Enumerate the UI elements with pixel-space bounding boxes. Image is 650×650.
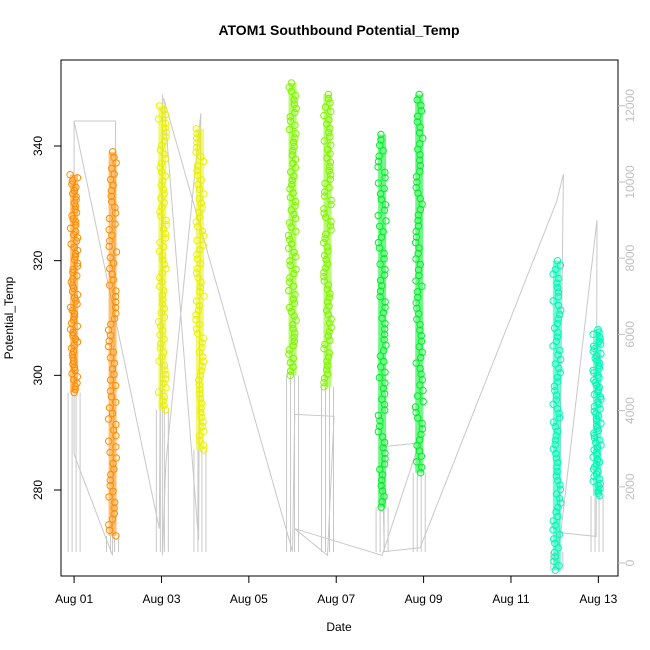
y-axis-label: Potential_Temp (2, 276, 16, 359)
data-cluster (288, 82, 297, 376)
secondary-y-axis: 0 2000 4000 6000 8000 10000 12000 (618, 89, 637, 566)
series-2 (154, 102, 208, 454)
data-cluster (108, 151, 117, 536)
data-cluster (415, 94, 424, 473)
y-tick-label: 280 (31, 480, 45, 500)
x-tick-label: Aug 05 (230, 592, 268, 606)
x-tick-label: Aug 07 (317, 592, 355, 606)
series-5 (549, 257, 605, 574)
y2-tick-label: 12000 (623, 89, 637, 123)
plot-frame (60, 59, 619, 577)
series-1 (66, 148, 121, 540)
y-tick-label: 320 (31, 250, 45, 270)
secondary-axis-track (67, 94, 604, 571)
y2-tick-label: 10000 (623, 165, 637, 199)
x-tick-label: Aug 11 (492, 592, 529, 606)
secondary-track-line (73, 94, 598, 557)
series-layer (66, 79, 605, 574)
y-axis: 280 300 320 340 (31, 136, 61, 500)
chart-title: ATOM1 Southbound Potential_Temp (218, 22, 459, 38)
data-cluster (195, 128, 204, 450)
data-cluster (158, 105, 167, 410)
x-axis-label: Date (326, 620, 352, 634)
x-tick-label: Aug 09 (405, 592, 443, 606)
data-cluster (70, 174, 79, 393)
y2-tick-label: 6000 (623, 321, 637, 348)
y2-tick-label: 4000 (623, 397, 637, 424)
y-tick-label: 300 (31, 365, 45, 385)
data-cluster (552, 260, 561, 571)
x-tick-label: Aug 03 (142, 592, 180, 606)
x-axis: Aug 01 Aug 03 Aug 05 Aug 07 Aug 09 Aug 11 Aug … (55, 575, 618, 606)
data-cluster (323, 94, 332, 387)
series-4 (374, 90, 427, 511)
y2-tick-label: 2000 (623, 473, 637, 500)
data-cluster (593, 329, 602, 496)
series-3 (284, 79, 335, 391)
y2-tick-label: 8000 (623, 244, 637, 271)
x-tick-label: Aug 01 (55, 592, 93, 606)
data-cluster (378, 134, 387, 508)
x-tick-label: Aug 13 (579, 592, 617, 606)
y2-tick-label: 0 (623, 559, 637, 566)
y-tick-label: 340 (31, 136, 45, 156)
